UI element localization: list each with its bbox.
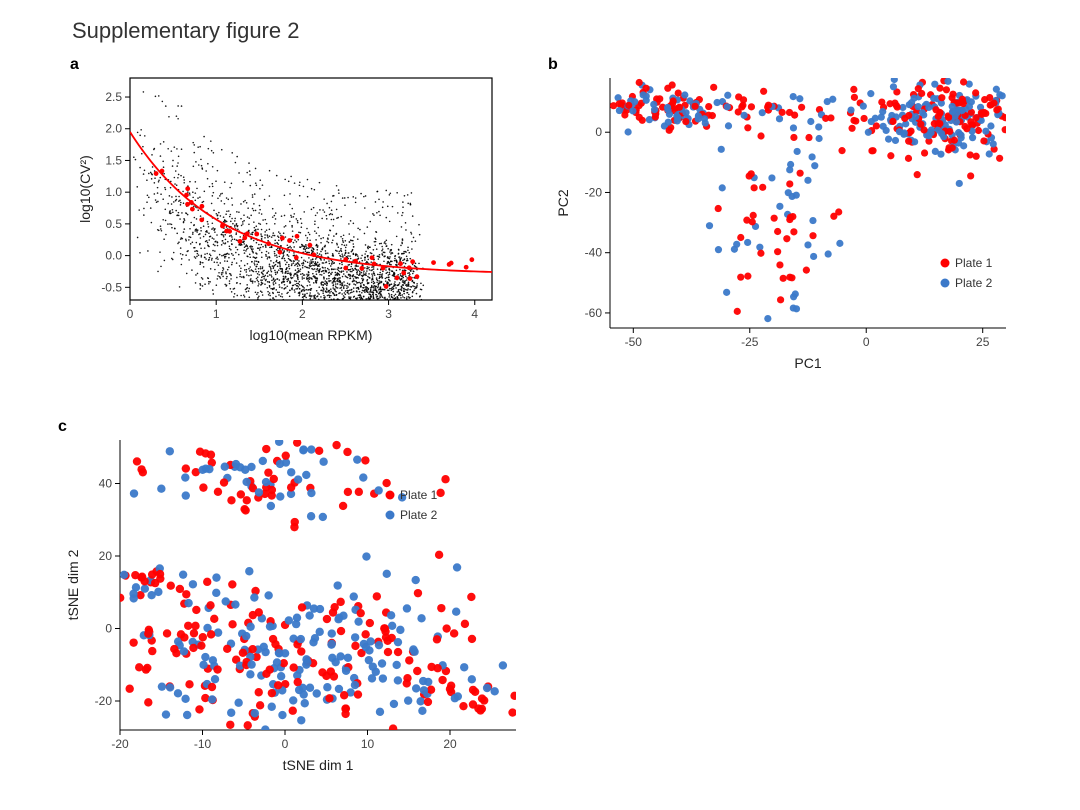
svg-b-legend: Plate 1 Plate 2 xyxy=(941,256,993,290)
svg-text:-10: -10 xyxy=(194,737,212,751)
panel-c-label: c xyxy=(58,418,67,436)
svg-b-ylabel: PC2 xyxy=(555,189,571,216)
panel-c: c -20 -10 0 10 20 -20 0 20 40 tSNE dim 1 tSNE dim … xyxy=(60,420,530,780)
svg-c-legend: Plate 1 Plate 2 xyxy=(386,488,438,522)
svg-text:40: 40 xyxy=(99,477,113,491)
panel-a-ylabel: log10(CV²) xyxy=(77,155,93,223)
svg-c-xlabel: tSNE dim 1 xyxy=(283,757,354,773)
svg-b-xlabel: PC1 xyxy=(794,355,821,371)
svg-text:0: 0 xyxy=(595,125,602,139)
panel-a-fit-line xyxy=(130,132,492,272)
svg-text:3: 3 xyxy=(385,307,392,321)
svg-c-legend-item: Plate 2 xyxy=(400,508,438,522)
svg-text:-20: -20 xyxy=(585,185,603,199)
panel-b-chart: -50 -25 0 25 -60 -40 -20 0 PC1 PC2 Plate 1 Plate 2 xyxy=(550,58,1020,378)
panel-a: a 0 1 2 3 4 -0.5 0.0 0.5 1.0 1.5 2.0 2.5 log10(mean … xyxy=(72,58,502,348)
svg-text:1.5: 1.5 xyxy=(105,153,122,167)
svg-text:0.5: 0.5 xyxy=(105,217,122,231)
svg-c-legend-item: Plate 1 xyxy=(400,488,438,502)
svg-c-points xyxy=(116,438,519,734)
svg-text:0: 0 xyxy=(282,737,289,751)
panel-b: b -50-25025-60-40-200PC1PC2Plate 1Plate … xyxy=(550,58,1020,378)
svg-text:2: 2 xyxy=(299,307,306,321)
svg-text:-25: -25 xyxy=(741,335,759,349)
svg-b-legend-item: Plate 1 xyxy=(955,256,993,270)
svg-text:10: 10 xyxy=(361,737,375,751)
svg-text:-20: -20 xyxy=(95,694,113,708)
panel-a-chart: 0 1 2 3 4 -0.5 0.0 0.5 1.0 1.5 2.0 2.5 log10(mean RP… xyxy=(72,58,502,348)
svg-text:-50: -50 xyxy=(625,335,643,349)
svg-text:1: 1 xyxy=(213,307,220,321)
svg-text:0: 0 xyxy=(127,307,134,321)
svg-text:20: 20 xyxy=(443,737,457,751)
svg-text:-60: -60 xyxy=(585,306,603,320)
svg-c-ylabel: tSNE dim 2 xyxy=(65,549,81,620)
svg-b-legend-item: Plate 2 xyxy=(955,276,993,290)
panel-c-chart: -20 -10 0 10 20 -20 0 20 40 tSNE dim 1 tSNE dim 2 P… xyxy=(60,420,530,780)
svg-text:0.0: 0.0 xyxy=(105,249,122,263)
svg-text:0: 0 xyxy=(863,335,870,349)
svg-text:0: 0 xyxy=(105,622,112,636)
svg-text:25: 25 xyxy=(976,335,990,349)
svg-text:2.5: 2.5 xyxy=(105,90,122,104)
svg-text:1.0: 1.0 xyxy=(105,185,122,199)
svg-text:-20: -20 xyxy=(111,737,129,751)
figure-title: Supplementary figure 2 xyxy=(72,18,299,44)
panel-a-scatter xyxy=(133,91,424,301)
panel-a-highlight xyxy=(154,169,475,289)
svg-text:-40: -40 xyxy=(585,246,603,260)
svg-b-points xyxy=(610,76,1009,322)
panel-a-xlabel: log10(mean RPKM) xyxy=(250,327,373,343)
svg-text:4: 4 xyxy=(471,307,478,321)
svg-text:20: 20 xyxy=(99,549,113,563)
svg-text:2.0: 2.0 xyxy=(105,122,122,136)
svg-text:-0.5: -0.5 xyxy=(101,280,122,294)
panel-b-label: b xyxy=(548,56,558,74)
panel-a-label: a xyxy=(70,56,79,74)
